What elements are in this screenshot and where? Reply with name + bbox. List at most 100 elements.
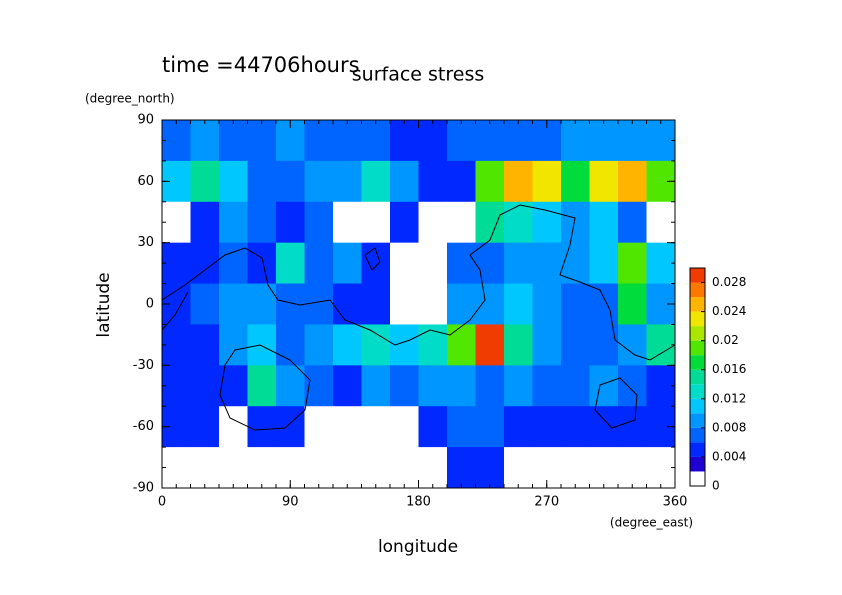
contour-cell (447, 120, 476, 162)
contour-cell (532, 160, 562, 203)
contour-cell (247, 242, 277, 285)
contour-cell (646, 201, 676, 244)
contour-cell (504, 120, 533, 162)
contour-cell (219, 120, 248, 162)
contour-cell (361, 160, 391, 203)
contour-cell (589, 201, 619, 244)
contour-cell (361, 324, 391, 366)
contour-cell (618, 120, 647, 162)
contour-cell (190, 201, 220, 244)
colorbar-tick-label: 0.008 (712, 420, 746, 434)
contour-cell (162, 201, 191, 244)
contour-cell (162, 324, 191, 366)
coastline-path (594, 377, 638, 429)
contour-cell (304, 120, 334, 162)
contour-cell (190, 120, 220, 162)
contour-cell (247, 324, 277, 366)
contour-cell (219, 447, 248, 489)
contour-cell (276, 365, 305, 407)
contour-cell (561, 283, 590, 325)
contour-cell (447, 365, 476, 407)
contour-cell (333, 283, 362, 325)
contour-cell (219, 324, 248, 366)
contour-cell (532, 242, 562, 285)
contour-cell (589, 160, 619, 203)
contour-cell (247, 120, 277, 162)
contour-cell (561, 201, 590, 244)
colorbar-band (690, 340, 705, 356)
contour-cell (504, 406, 533, 448)
contour-cell (247, 201, 277, 244)
contour-cell (646, 120, 676, 162)
contour-cell (561, 160, 590, 203)
contour-cell (390, 447, 419, 489)
contour-cell (589, 283, 619, 325)
contour-cell (276, 324, 305, 366)
contour-cell (247, 160, 277, 203)
colorbar-frame (689, 267, 706, 487)
contour-cell (247, 406, 277, 448)
contour-cell (447, 447, 476, 489)
contour-cell (532, 406, 562, 448)
field (162, 120, 676, 489)
contour-cell (418, 447, 448, 489)
colorbar-tick-label: 0.004 (712, 449, 746, 463)
colorbar-band (690, 398, 705, 414)
contour-cell (475, 365, 505, 407)
contour-cell (219, 201, 248, 244)
y-tick-label: -30 (133, 358, 154, 373)
contour-cell (618, 283, 647, 325)
contour-cell (475, 447, 505, 489)
y-tick-label: 60 (137, 174, 154, 189)
contour-cell (561, 120, 590, 162)
contour-cell (361, 201, 391, 244)
contour-cell (361, 365, 391, 407)
x-tick-label: 0 (158, 495, 166, 510)
contour-cell (333, 365, 362, 407)
contour-cell (447, 242, 476, 285)
contour-cell (618, 406, 647, 448)
contour-cell (418, 324, 448, 366)
contour-cell (361, 242, 391, 285)
contour-cell (475, 283, 505, 325)
colorbar-band (690, 369, 705, 385)
contour-cell (561, 406, 590, 448)
contour-cell (504, 324, 533, 366)
colorbar-band (690, 471, 705, 486)
colorbar-tick-label: 0.024 (712, 304, 746, 318)
contour-cell (361, 120, 391, 162)
colorbar-band (690, 282, 705, 298)
contour-cell (618, 201, 647, 244)
contour-cell (418, 201, 448, 244)
contour-cell (333, 242, 362, 285)
contour-cell (219, 365, 248, 407)
contour-cell (475, 160, 505, 203)
colorbar-tick-label: 0.028 (712, 275, 746, 289)
contour-cell (475, 324, 505, 366)
contour-cell (390, 242, 419, 285)
coastline-path (161, 291, 189, 331)
colorbar-band (690, 311, 705, 327)
colorbar-band (690, 268, 705, 283)
contour-cell (304, 201, 334, 244)
contour-cell (504, 365, 533, 407)
contour-cell (390, 160, 419, 203)
y-axis-label: latitude (94, 272, 114, 337)
y-tick-label: -90 (133, 481, 154, 496)
contour-cell (589, 365, 619, 407)
contour-cell (390, 406, 419, 448)
colorbar-band (690, 326, 705, 341)
contour-cell (219, 283, 248, 325)
contour-cell (447, 406, 476, 448)
colorbar-tick-label: 0.02 (712, 333, 739, 347)
contour-cell (162, 120, 191, 162)
contour-cell (333, 160, 362, 203)
contour-cell (333, 447, 362, 489)
contour-cell (247, 365, 277, 407)
contour-cell (390, 365, 419, 407)
chart-title: surface stress (352, 64, 485, 86)
contour-cell (361, 447, 391, 489)
contour-cell (247, 283, 277, 325)
contour-cell (418, 406, 448, 448)
